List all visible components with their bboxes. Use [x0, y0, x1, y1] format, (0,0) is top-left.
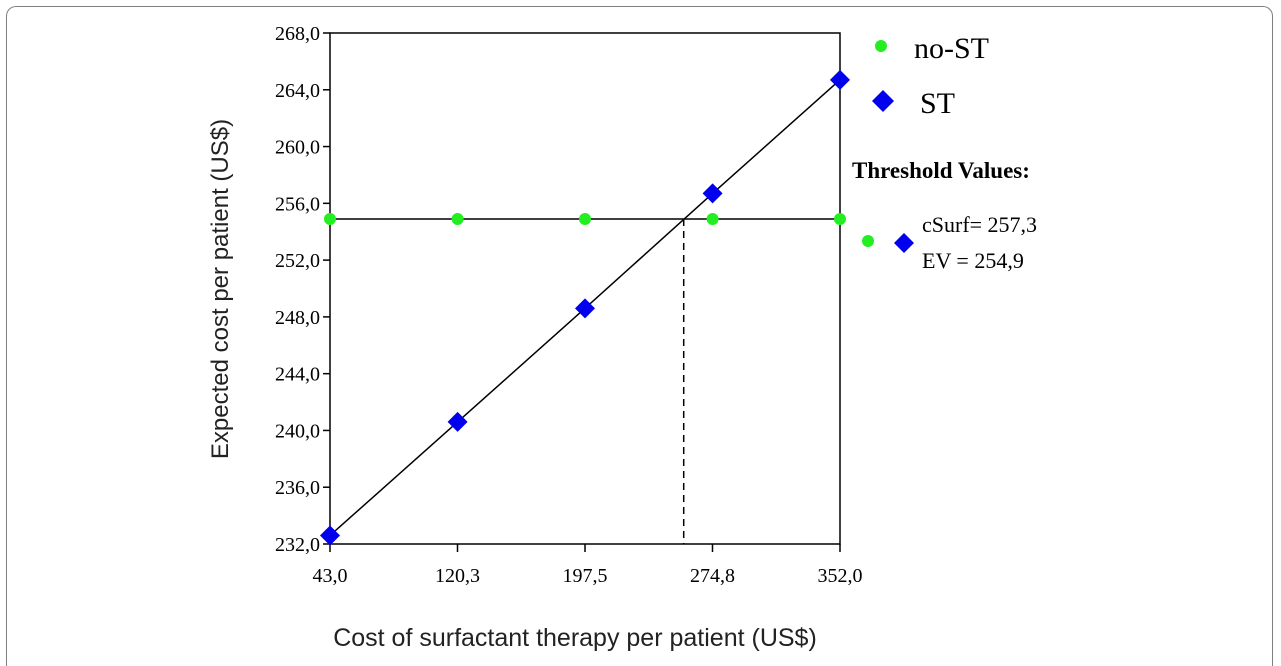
threshold-csurf: cSurf= 257,3	[922, 212, 1037, 237]
legend-no-st-label: no-ST	[914, 32, 989, 65]
y-tick-label: 264,0	[275, 80, 320, 102]
legend-st-label: ST	[920, 87, 955, 120]
figure-frame	[6, 6, 1273, 666]
no-st-point	[451, 212, 464, 225]
threshold-ev: EV = 254,9	[922, 248, 1024, 273]
threshold-title: Threshold Values:	[852, 158, 1030, 183]
x-tick-label: 274,8	[690, 565, 735, 587]
y-axis-label: Expected cost per patient (US$)	[207, 119, 234, 459]
x-axis-label: Cost of surfactant therapy per patient (…	[333, 624, 817, 652]
threshold-st-marker	[894, 233, 914, 253]
st-point	[702, 183, 723, 204]
y-tick-label: 232,0	[275, 534, 320, 556]
y-tick-label: 244,0	[275, 364, 320, 386]
y-tick-label: 256,0	[275, 193, 320, 215]
no-st-point	[579, 212, 591, 225]
no-st-point	[324, 212, 336, 225]
st-point	[447, 411, 468, 432]
y-tick-label: 268,0	[275, 23, 320, 45]
y-tick-label: 260,0	[275, 137, 320, 159]
y-tick-label: 240,0	[275, 420, 320, 442]
st-point	[320, 525, 340, 546]
x-tick-label: 120,3	[435, 565, 480, 587]
y-tick-label: 248,0	[275, 307, 320, 329]
x-tick-label: 43,0	[313, 565, 348, 587]
x-tick-label: 352,0	[818, 565, 863, 587]
threshold-no-st-marker	[862, 235, 874, 247]
x-tick-label: 197,5	[563, 565, 608, 587]
st-point	[830, 69, 850, 90]
legend-no-st-marker	[875, 40, 887, 52]
no-st-point	[834, 212, 846, 225]
legend-st-marker	[872, 90, 894, 112]
y-tick-label: 236,0	[275, 477, 320, 499]
y-tick-label: 252,0	[275, 250, 320, 272]
no-st-point	[706, 212, 719, 225]
st-point	[575, 298, 595, 319]
